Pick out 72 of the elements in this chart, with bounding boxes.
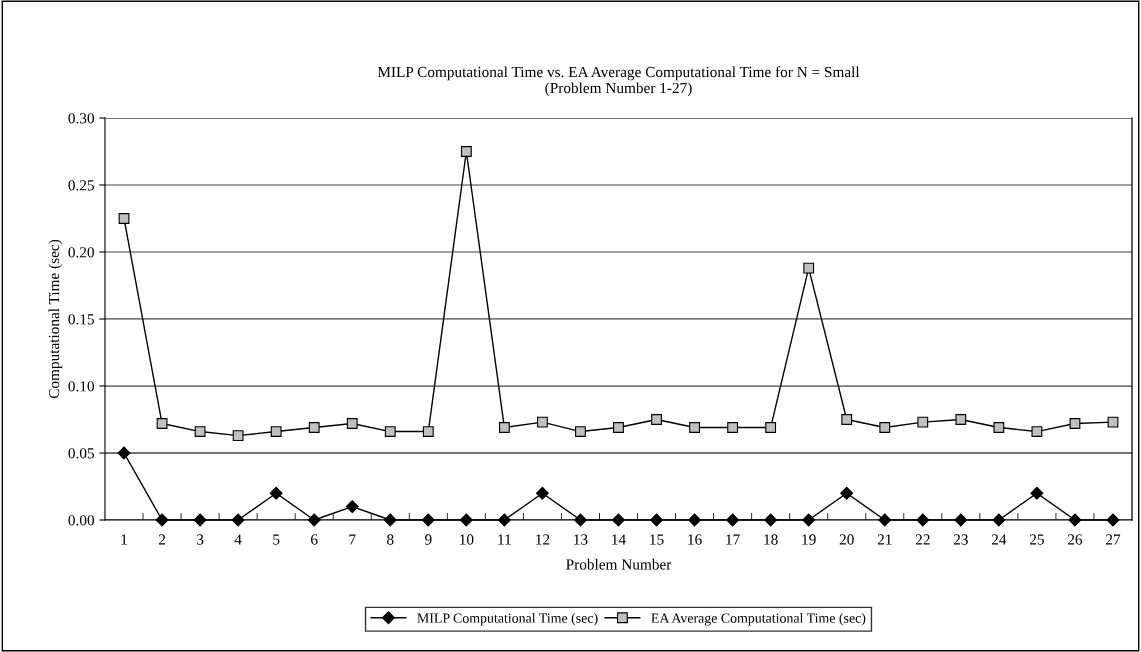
point	[535, 486, 549, 500]
y-tick-label: 0.00	[68, 515, 94, 526]
point	[498, 422, 510, 433]
chart-title: MILP Computational Time vs. EA Average Computational Time for N = Small (Problem Number 1-27)	[377, 66, 860, 97]
x-tick-label: 19	[802, 534, 816, 545]
point	[879, 422, 891, 433]
x-tick-label: 9	[424, 534, 432, 545]
point	[1069, 418, 1081, 429]
point	[993, 422, 1005, 433]
x-tick-label: 7	[349, 534, 356, 545]
point	[270, 426, 282, 437]
point	[841, 414, 853, 425]
point	[269, 486, 283, 500]
x-tick-label: 14	[612, 534, 626, 545]
point	[537, 416, 548, 428]
point	[346, 418, 358, 429]
point	[422, 426, 434, 437]
point	[156, 418, 168, 429]
x-tick-label: 5	[273, 534, 280, 545]
x-tick-label: 20	[839, 534, 854, 545]
point	[689, 422, 700, 433]
x-tick-label: 10	[460, 534, 474, 545]
point	[917, 416, 929, 428]
point	[840, 486, 854, 500]
point	[575, 426, 586, 437]
x-tick-label: 25	[1029, 534, 1044, 545]
point	[232, 430, 244, 441]
point	[384, 426, 396, 437]
point	[308, 422, 320, 433]
point	[651, 414, 662, 425]
x-tick-label: 6	[311, 534, 318, 545]
point	[955, 414, 967, 425]
legend-label: EA Average Computational Time (sec)	[651, 612, 866, 626]
x-tick-label: 3	[197, 534, 204, 545]
point	[118, 213, 130, 224]
point	[727, 422, 739, 433]
y-tick-label: 0.15	[68, 314, 94, 325]
x-tick-label: 23	[953, 534, 968, 545]
point	[803, 262, 815, 274]
x-tick-label: 4	[234, 534, 242, 545]
x-tick-label: 22	[915, 534, 930, 545]
x-tick-label: 11	[498, 534, 511, 545]
x-tick-label: 2	[158, 534, 166, 545]
x-tick-label: 1	[121, 534, 127, 545]
x-tick-label: 16	[688, 534, 702, 545]
point	[765, 422, 777, 433]
legend-label: MILP Computational Time (sec)	[417, 612, 598, 626]
y-tick-label: 0.20	[68, 247, 94, 258]
point	[1107, 416, 1119, 428]
point	[1030, 486, 1044, 500]
x-tick-label: 18	[764, 534, 778, 545]
point	[613, 422, 624, 433]
y-tick-label: 0.25	[68, 180, 94, 191]
point	[194, 426, 206, 437]
x-tick-label: 24	[991, 534, 1007, 545]
point	[345, 500, 359, 514]
y-tick-label: 0.30	[68, 113, 94, 124]
x-tick-label: 21	[877, 534, 892, 545]
x-tick-label: 27	[1106, 534, 1121, 545]
x-tick-label: 15	[650, 534, 664, 545]
x-axis-title: Problem Number	[566, 558, 672, 570]
point	[460, 146, 472, 157]
x-tick-label: 26	[1067, 534, 1083, 545]
point	[117, 446, 131, 460]
x-tick-label: 17	[726, 534, 740, 545]
x-tick-label: 13	[574, 534, 588, 545]
y-tick-label: 0.05	[68, 448, 94, 459]
y-tick-label: 0.10	[68, 381, 94, 392]
y-axis-title: Computational Time (sec)	[48, 239, 63, 399]
x-tick-label: 8	[387, 534, 394, 545]
x-tick-label: 12	[536, 534, 550, 545]
point	[1031, 426, 1043, 437]
